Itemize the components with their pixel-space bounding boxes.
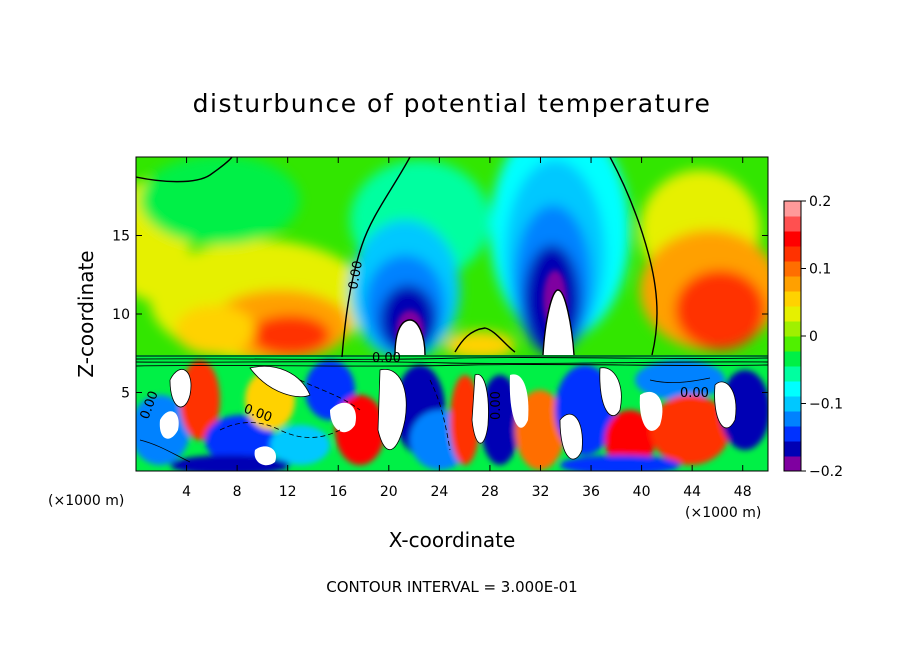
colorbar-swatch (784, 261, 801, 277)
y-tick-label: 10 (112, 307, 130, 323)
x-tick-label: 28 (481, 484, 499, 500)
colorbar-swatch (784, 426, 801, 442)
x-tick-label: 20 (380, 484, 398, 500)
colorbar-swatch (784, 336, 801, 352)
x-tick-label: 24 (430, 484, 448, 500)
x-tick-label: 32 (532, 484, 550, 500)
y-tick-label: 5 (121, 386, 130, 402)
colorbar-swatch (784, 216, 801, 232)
colorbar-tick-label: 0 (809, 329, 818, 345)
colorbar-swatch (784, 366, 801, 382)
y-axis-label: Z-coordinate (74, 250, 98, 377)
x-tick-label: 4 (182, 484, 191, 500)
colorbar-swatch (784, 276, 801, 292)
x-tick-label: 8 (233, 484, 242, 500)
x-tick-label: 16 (329, 484, 347, 500)
colorbar-swatch (784, 396, 801, 412)
heatmap-field (136, 157, 768, 471)
colorbar-tick-label: 0.1 (809, 262, 831, 278)
colorbar-swatch (784, 381, 801, 397)
lower-turbulent-field (136, 355, 768, 471)
zero-contours (136, 157, 658, 358)
x-tick-label: 44 (683, 484, 701, 500)
colorbar-swatch (784, 456, 801, 472)
contour-label: 0.00 (489, 391, 504, 420)
colorbar-tick-label: −0.1 (809, 397, 843, 413)
colorbar-swatch (784, 411, 801, 427)
x-axis: 4 8 12 16 20 24 28 32 36 40 44 48 (182, 157, 752, 500)
contour-interval-note: CONTOUR INTERVAL = 3.000E-01 (326, 578, 577, 596)
colorbar: 0.2 0.1 0 −0.1 −0.2 (783, 194, 843, 480)
x-unit-right: (×1000 m) (685, 505, 761, 521)
colorbar-swatch (784, 291, 801, 307)
colorbar-swatch (784, 351, 801, 367)
chart-title: disturbunce of potential temperature (193, 89, 712, 118)
colorbar-swatch (784, 231, 801, 247)
colorbar-swatch (784, 201, 801, 217)
colorbar-swatch (784, 306, 801, 322)
x-tick-label: 48 (734, 484, 752, 500)
contour-label: 0.00 (372, 351, 401, 366)
colorbar-swatch (784, 441, 801, 457)
y-tick-label: 15 (112, 229, 130, 245)
x-tick-label: 40 (633, 484, 651, 500)
colorbar-swatch (784, 321, 801, 337)
x-tick-label: 36 (582, 484, 600, 500)
x-axis-label: X-coordinate (389, 528, 516, 552)
y-axis: 5 10 15 (112, 229, 768, 402)
colorbar-tick-label: 0.2 (809, 194, 831, 210)
colorbar-tick-label: −0.2 (809, 464, 843, 480)
x-tick-label: 12 (279, 484, 297, 500)
contour-label: 0.00 (680, 386, 709, 401)
colorbar-swatch (784, 246, 801, 262)
x-unit-left: (×1000 m) (48, 493, 124, 509)
contour-label: 0.00 (346, 260, 366, 291)
